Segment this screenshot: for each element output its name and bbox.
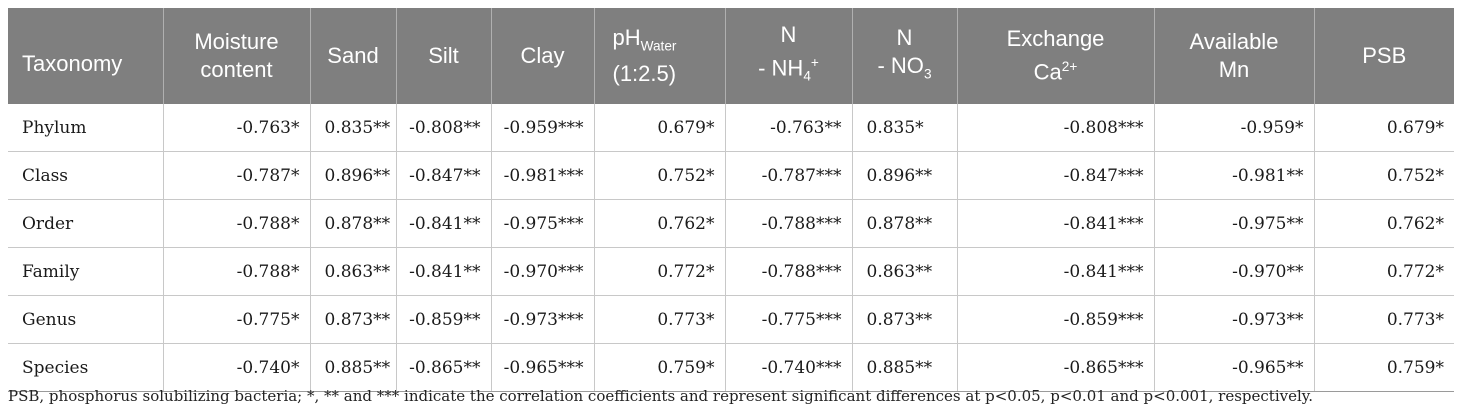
table-cell: 0.896** [852,151,958,200]
table-cell: -0.973*** [491,295,595,344]
row-label: Class [8,151,164,200]
table-cell: 0.863** [310,247,397,296]
header-n-no3: N- NO3 [852,8,958,104]
table-cell: 0.885** [310,343,397,392]
table-cell: -0.841** [396,199,492,248]
table-cell: -0.788*** [725,247,853,296]
table-cell: -0.859*** [957,295,1155,344]
table-cell: -0.981** [1154,151,1315,200]
table-cell: -0.965*** [491,343,595,392]
row-label: Species [8,343,164,392]
row-label: Family [8,247,164,296]
header-silt: Silt [396,8,492,104]
table-cell: -0.788* [163,199,311,248]
header-ph-water: pHWater (1:2.5) [594,8,726,104]
header-clay: Clay [491,8,595,104]
table-cell: -0.847*** [957,151,1155,200]
table-cell: -0.841** [396,247,492,296]
table-cell: -0.763** [725,104,853,152]
table-cell: 0.885** [852,343,958,392]
table-cell: -0.975** [1154,199,1315,248]
table-cell: 0.772* [1314,247,1454,296]
header-exchange-ca: Exchange Ca2+ [957,8,1155,104]
table-cell: 0.873** [310,295,397,344]
table-cell: 0.679* [1314,104,1454,152]
table-cell: 0.759* [594,343,726,392]
table-cell: 0.752* [594,151,726,200]
table-row: Family -0.788* 0.863** -0.841** -0.970*** 0.7… [8,247,1454,296]
table-cell: 0.759* [1314,343,1454,392]
table-cell: -0.775*** [725,295,853,344]
table-cell: -0.841*** [957,199,1155,248]
table-cell: -0.787*** [725,151,853,200]
header-row: Taxonomy Moisture content Sand Silt Clay … [8,8,1454,104]
table-cell: -0.788* [163,247,311,296]
table-cell: 0.772* [594,247,726,296]
table-cell: -0.975*** [491,199,595,248]
header-moisture-content: Moisture content [163,8,311,104]
table-cell: -0.740* [163,343,311,392]
table-footnote: PSB, phosphorus solubilizing bacteria; *… [8,387,1314,405]
table-cell: -0.970*** [491,247,595,296]
table-cell: -0.775* [163,295,311,344]
table-row: Order -0.788* 0.878** -0.841** -0.975*** 0.76… [8,199,1454,248]
table-cell: -0.763* [163,104,311,152]
row-label: Genus [8,295,164,344]
table-cell: -0.859** [396,295,492,344]
table-body: Phylum -0.763* 0.835** -0.808** -0.959*** 0.6… [8,104,1454,392]
correlation-table: Taxonomy Moisture content Sand Silt Clay … [8,8,1454,392]
table-row: Phylum -0.763* 0.835** -0.808** -0.959*** 0.6… [8,104,1454,152]
table-cell: -0.740*** [725,343,853,392]
header-taxonomy: Taxonomy [8,8,164,104]
table-cell: -0.865*** [957,343,1155,392]
table-cell: -0.788*** [725,199,853,248]
table-row: Class -0.787* 0.896** -0.847** -0.981*** 0.75… [8,151,1454,200]
table-cell: 0.679* [594,104,726,152]
table-cell: 0.762* [1314,199,1454,248]
table-cell: 0.878** [310,199,397,248]
table-cell: 0.896** [310,151,397,200]
header-n-nh4: N- NH4+ [725,8,853,104]
table-cell: -0.841*** [957,247,1155,296]
table-cell: 0.752* [1314,151,1454,200]
row-label: Phylum [8,104,164,152]
table-cell: -0.865** [396,343,492,392]
table-header: Taxonomy Moisture content Sand Silt Clay … [8,8,1454,104]
header-psb: PSB [1314,8,1454,104]
table-cell: 0.762* [594,199,726,248]
table-cell: 0.863** [852,247,958,296]
table-row: Genus -0.775* 0.873** -0.859** -0.973*** 0.77… [8,295,1454,344]
header-available-mn: Available Mn [1154,8,1315,104]
table-cell: -0.959*** [491,104,595,152]
table-cell: -0.808*** [957,104,1155,152]
table-cell: 0.773* [1314,295,1454,344]
table-cell: 0.835** [310,104,397,152]
table-row: Species -0.740* 0.885** -0.865** -0.965*** 0.… [8,343,1454,392]
table-cell: -0.959* [1154,104,1315,152]
table-cell: -0.981*** [491,151,595,200]
table-cell: -0.787* [163,151,311,200]
table-cell: -0.970** [1154,247,1315,296]
table-cell: -0.808** [396,104,492,152]
table-cell: -0.847** [396,151,492,200]
table-cell: -0.965** [1154,343,1315,392]
table-cell: 0.773* [594,295,726,344]
row-label: Order [8,199,164,248]
header-sand: Sand [310,8,397,104]
table-cell: -0.973** [1154,295,1315,344]
table-cell: 0.878** [852,199,958,248]
table-cell: 0.835* [852,104,958,152]
table-cell: 0.873** [852,295,958,344]
